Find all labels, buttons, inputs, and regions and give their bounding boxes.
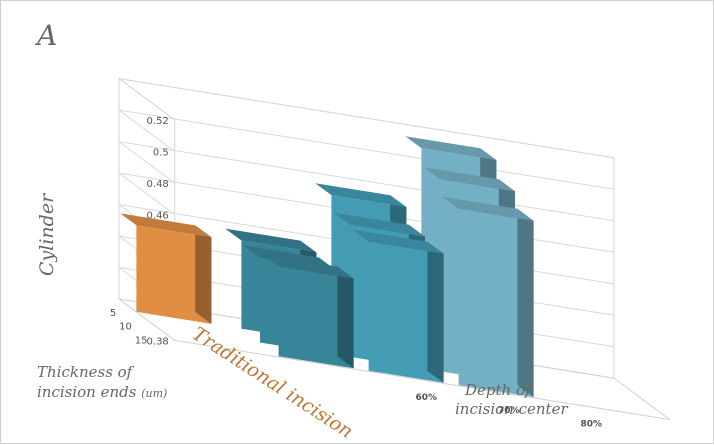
panel-label: A — [34, 19, 57, 52]
bar-depth-80-thickness-15 — [442, 196, 534, 398]
bar-top-face — [225, 228, 317, 253]
bar-top-face — [315, 183, 407, 208]
bar-side-face — [517, 208, 534, 398]
bar-front-face — [458, 208, 534, 398]
bar-side-face — [337, 266, 354, 369]
thickness-axis-unit: (um) — [141, 387, 167, 400]
bar-top-face — [333, 212, 425, 237]
bar-top-face — [262, 254, 354, 279]
bar-front-face — [136, 225, 212, 324]
bar-top-face — [423, 167, 515, 192]
depth-axis-title-line2: incision center — [455, 400, 568, 418]
bar-side-face — [427, 241, 444, 383]
depth-tick-label: 80% — [581, 419, 603, 429]
z-tick-label: 0.48 — [147, 179, 169, 190]
bar-depth-70-thickness-15 — [352, 229, 444, 383]
thickness-axis-title-line2: incision ends (um) — [37, 383, 167, 401]
gridline — [118, 78, 615, 159]
thickness-tick-label: 5 — [110, 308, 116, 319]
thickness-tick-label: 15 — [135, 336, 148, 347]
depth-axis-title-line1: Depth of — [464, 381, 533, 399]
z-tick-label: 0.52 — [147, 116, 169, 127]
bar-front-face — [278, 266, 354, 369]
z-tick-label: 0.38 — [147, 336, 169, 347]
thickness-tick-label: 10 — [119, 322, 132, 333]
thickness-axis-title-text: incision ends — [37, 383, 137, 401]
bar-front-face — [368, 241, 444, 383]
bar-top-face — [352, 229, 444, 254]
bar-depth-60-thickness-15 — [262, 254, 354, 369]
bar-top-face — [442, 196, 534, 221]
bar-top-face — [120, 213, 212, 238]
bar-side-face — [195, 225, 212, 324]
bars — [120, 136, 534, 398]
thickness-axis-title-line1: Thickness of — [37, 363, 135, 381]
z-tick-label: 0.5 — [153, 148, 169, 159]
z-axis-title: Cylinder — [36, 192, 58, 276]
z-tick-label: 0.46 — [147, 210, 169, 221]
bar-traditional-incision — [120, 213, 212, 324]
bar-top-face — [405, 136, 497, 161]
depth-tick-label: 60% — [416, 393, 438, 403]
depth-tick-label: 70% — [498, 406, 520, 416]
